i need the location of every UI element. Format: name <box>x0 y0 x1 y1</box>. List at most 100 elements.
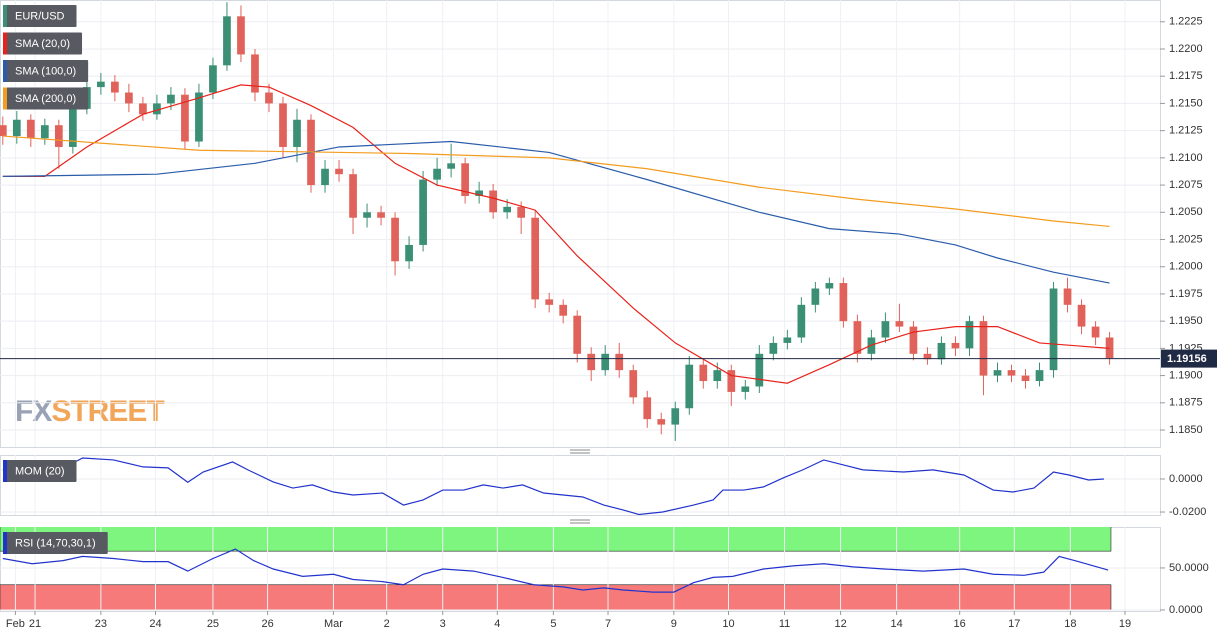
candle-body <box>125 92 133 104</box>
candle-body <box>769 342 778 354</box>
legend-item: SMA (20,0) <box>3 32 83 55</box>
candle-body <box>433 168 441 180</box>
legend-box <box>3 32 83 55</box>
candle-body <box>153 103 161 115</box>
y-tick-label: 1.2200 <box>1169 43 1203 55</box>
x-tick-label: 16 <box>954 618 966 630</box>
x-tick-label: 9 <box>671 618 677 630</box>
y-tick-label: 1.2100 <box>1169 152 1203 164</box>
last-price-box <box>1161 349 1217 368</box>
series-line <box>2 457 1104 515</box>
y-tick-label: 1.1950 <box>1169 315 1203 327</box>
panel-grip[interactable] <box>570 449 590 524</box>
legend-item: SMA (100,0) <box>3 60 89 82</box>
candle-body <box>727 370 736 392</box>
y-tick-label: 1.1975 <box>1169 288 1203 300</box>
candle-body <box>54 125 63 147</box>
legend-marker <box>3 60 7 82</box>
legend-marker <box>3 460 7 482</box>
legend-label: MOM (20) <box>15 465 65 477</box>
candle-body <box>405 244 413 262</box>
candle-body <box>545 299 554 305</box>
candle-body <box>503 206 512 213</box>
y-tick-label: 1.2050 <box>1169 206 1203 218</box>
legend-label: EUR/USD <box>15 10 65 22</box>
watermark-fx: FX <box>15 395 52 428</box>
y-tick-label: 50.0000 <box>1169 562 1209 574</box>
candle-body <box>881 321 890 338</box>
candle-body <box>1035 370 1044 382</box>
candle-body <box>12 119 21 137</box>
candle-body <box>1049 288 1058 371</box>
candle-body <box>643 397 652 420</box>
legend-item: EUR/USD <box>3 5 77 27</box>
x-tick-label: 23 <box>95 618 107 630</box>
candle-body <box>811 288 820 305</box>
x-tick-label: 14 <box>890 618 902 630</box>
x-tick-label: 10 <box>722 618 734 630</box>
y-tick-label: -0.0200 <box>1169 506 1206 518</box>
y-tick-label: 0.0000 <box>1169 604 1203 616</box>
candle-body <box>601 353 610 371</box>
candle-body <box>657 419 666 425</box>
candle-body <box>615 353 624 371</box>
legend-label: SMA (200,0) <box>15 93 76 105</box>
candle-body <box>699 364 708 382</box>
x-tick-label: 18 <box>1064 618 1076 630</box>
legend-label: SMA (100,0) <box>15 65 76 77</box>
candle-body <box>209 65 217 93</box>
series-line <box>2 548 1109 593</box>
candle-body <box>853 321 862 354</box>
candle-body <box>40 125 49 139</box>
main-panel <box>0 0 1161 448</box>
candle-body <box>237 16 245 55</box>
x-tick-label: 7 <box>605 618 611 630</box>
candle-body <box>419 179 427 245</box>
candle-body <box>993 370 1002 376</box>
plot-area <box>0 527 1160 611</box>
candle-body <box>111 81 119 93</box>
y-tick-label: 1.2125 <box>1169 125 1203 137</box>
y-tick-label: 1.1875 <box>1169 397 1203 409</box>
x-tick-label: 26 <box>261 618 273 630</box>
legend-item: RSI (14,70,30,1) <box>3 532 108 554</box>
candle-body <box>321 168 329 186</box>
legend-box <box>3 87 89 110</box>
candle-body <box>475 190 483 196</box>
x-tick-label: Feb <box>6 618 25 630</box>
candle-body <box>629 370 638 398</box>
mom-panel <box>0 455 1161 516</box>
candle-body <box>937 342 946 360</box>
y-tick-label: 1.2225 <box>1169 16 1203 28</box>
y-tick-label: 1.2025 <box>1169 233 1203 245</box>
candle-body <box>671 408 680 425</box>
candle-body <box>0 125 7 137</box>
candle-body <box>167 94 175 104</box>
plot-area <box>0 455 1160 515</box>
rsi-band <box>0 527 1112 552</box>
candle-body <box>923 353 932 360</box>
candle-body <box>391 217 399 262</box>
legend-box <box>3 5 77 27</box>
x-tick-label: 11 <box>779 618 790 630</box>
series-line <box>2 84 1110 384</box>
legend-box <box>3 532 108 554</box>
legend-marker <box>3 87 7 110</box>
last-price-label: 1.19156 <box>1167 353 1207 365</box>
candle-body <box>951 342 960 349</box>
y-tick-label: 0.0000 <box>1169 473 1203 485</box>
legend-marker <box>3 32 7 55</box>
candle-body <box>573 315 582 354</box>
candle-body <box>559 304 568 316</box>
candle-body <box>265 92 273 104</box>
candle-body <box>1077 304 1086 327</box>
x-tick-label: 17 <box>1008 618 1020 630</box>
y-tick-label: 1.2175 <box>1169 70 1203 82</box>
y-tick-label: 1.1900 <box>1169 369 1203 381</box>
legend-box <box>3 60 89 82</box>
candle-body <box>783 337 792 343</box>
candle-body <box>965 321 974 349</box>
candle-body <box>26 119 35 139</box>
candle-body <box>489 190 497 213</box>
